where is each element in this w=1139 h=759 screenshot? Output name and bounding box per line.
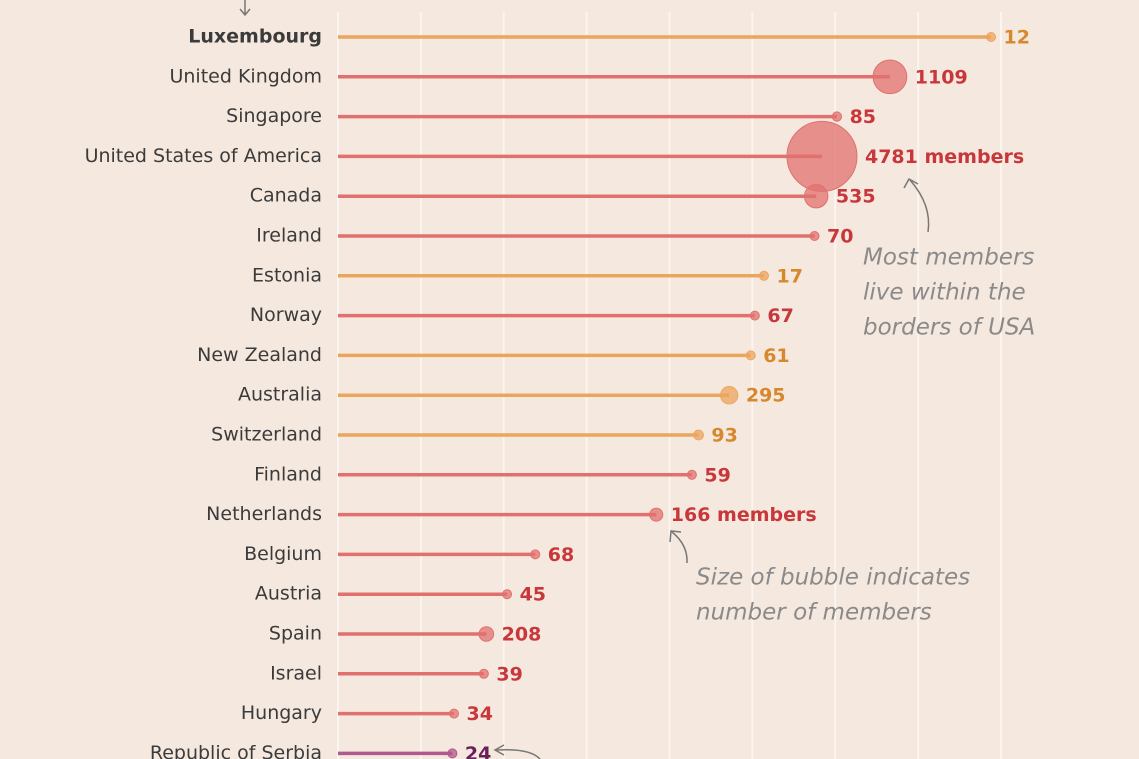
category-label: Republic of Serbia <box>150 742 322 759</box>
category-label: Switzerland <box>211 424 322 446</box>
bubble <box>449 708 460 719</box>
value-label: 34 <box>467 703 493 725</box>
annotation: borders of USA <box>863 315 1035 341</box>
bubble <box>530 549 541 560</box>
bubble <box>447 748 458 759</box>
value-label: 12 <box>1004 27 1030 49</box>
value-label: 39 <box>496 663 522 685</box>
annotation: live within the <box>863 280 1026 306</box>
category-label: Belgium <box>244 543 322 565</box>
value-label: 295 <box>746 385 786 407</box>
value-label: 59 <box>704 464 730 486</box>
category-label: New Zealand <box>197 344 322 366</box>
value-label: 535 <box>836 186 876 208</box>
arrow <box>669 530 688 564</box>
bubble <box>478 626 495 642</box>
value-label: 68 <box>548 544 574 566</box>
value-label: 24 <box>465 743 491 759</box>
category-label: United Kingdom <box>169 65 322 87</box>
bubble <box>649 507 664 522</box>
value-label: 93 <box>711 425 737 447</box>
bubble <box>686 469 697 480</box>
bubble <box>986 32 997 42</box>
category-label: Spain <box>269 623 322 645</box>
bubble <box>719 386 739 405</box>
bubble <box>502 589 513 600</box>
bubble <box>745 350 756 361</box>
category-label: Netherlands <box>206 503 322 525</box>
value-label: 208 <box>502 624 542 646</box>
annotation: Size of bubble indicates <box>696 565 970 591</box>
category-label: Luxembourg <box>188 26 322 48</box>
category-label: Estonia <box>252 264 322 286</box>
annotation: number of members <box>696 600 932 626</box>
annotation: Most members <box>863 245 1034 271</box>
arrow <box>239 0 251 17</box>
category-label: Norway <box>250 304 322 326</box>
category-label: Israel <box>270 662 322 684</box>
bubble <box>693 429 704 441</box>
value-label: 85 <box>850 106 876 128</box>
bubble <box>749 310 760 321</box>
bubble <box>803 183 829 209</box>
category-label: Finland <box>254 463 322 485</box>
plot: Luxembourg 12 United Kingdom 1109 Singapore 8… <box>85 26 1030 759</box>
bubble <box>872 59 908 95</box>
value-label: 1109 <box>915 66 968 88</box>
value-label: 67 <box>767 305 793 327</box>
value-label: 4781 members <box>865 146 1024 168</box>
category-label: Australia <box>238 384 322 406</box>
arrow <box>493 744 541 759</box>
bubble <box>478 668 489 679</box>
value-label: 45 <box>520 584 546 606</box>
category-label: Singapore <box>226 105 322 127</box>
category-label: Austria <box>255 583 322 605</box>
value-label: 61 <box>763 345 789 367</box>
arrow <box>903 177 930 233</box>
category-label: Ireland <box>256 225 322 247</box>
bubble <box>786 120 858 192</box>
value-label: 70 <box>827 226 853 248</box>
bubble <box>809 231 820 241</box>
category-label: United States of America <box>85 145 322 167</box>
category-label: Canada <box>250 185 322 207</box>
value-label: 166 members <box>671 504 817 526</box>
value-label: 17 <box>776 265 802 287</box>
bubble <box>758 270 769 281</box>
category-label: Hungary <box>241 702 322 724</box>
bubble <box>831 111 843 122</box>
